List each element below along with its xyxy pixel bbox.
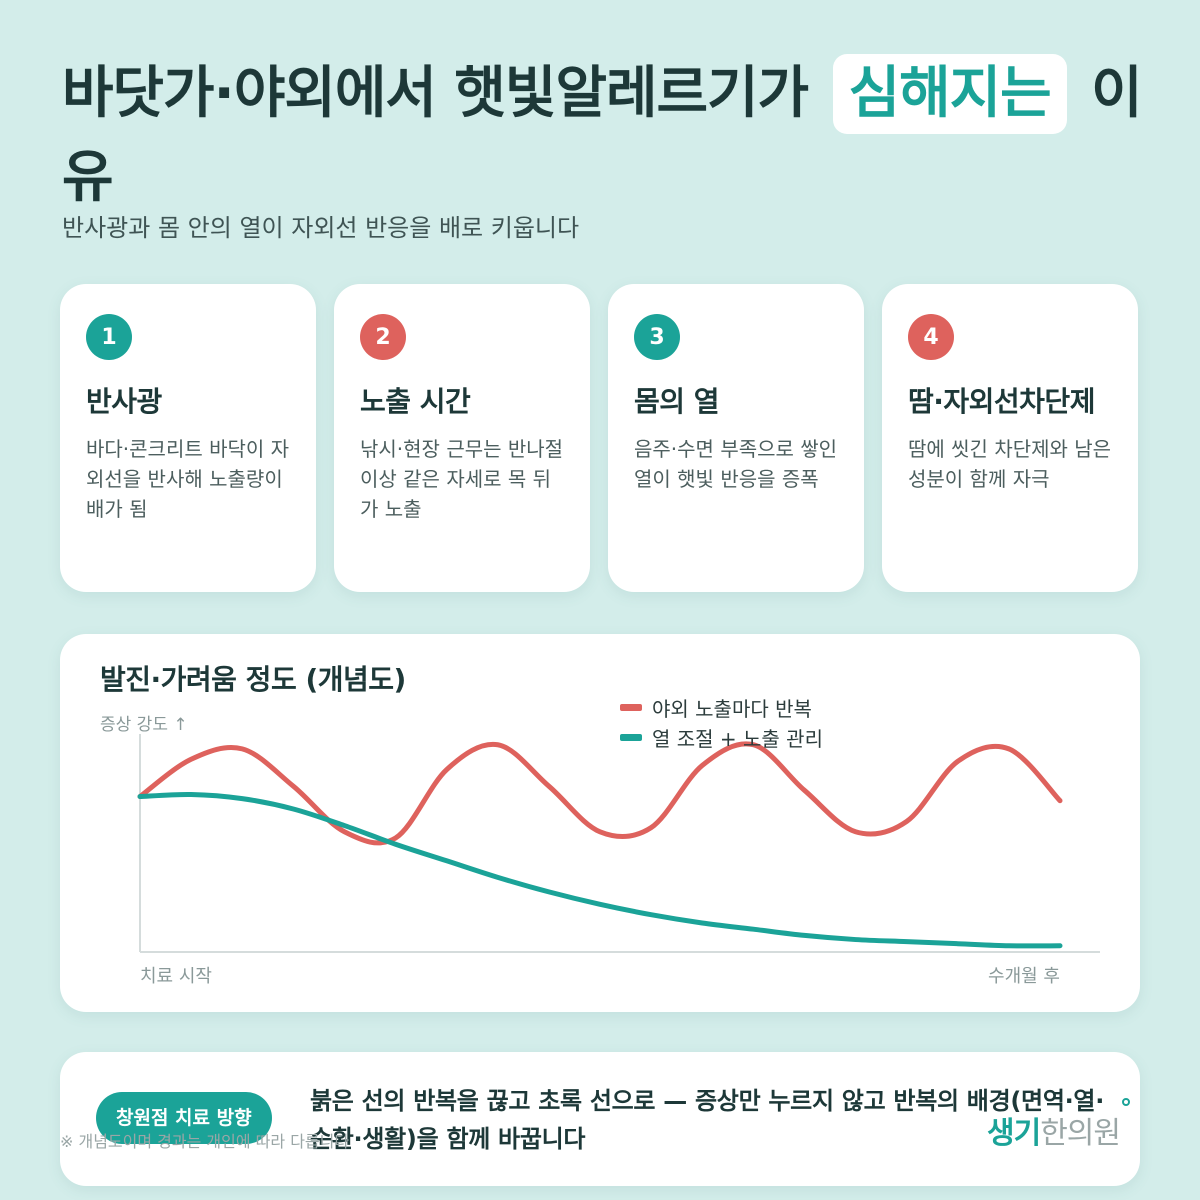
card-description: 바다·콘크리트 바닥이 자외선을 반사해 노출량이 배가 됨 xyxy=(86,437,290,521)
card-number-badge: 2 xyxy=(360,314,406,360)
legend-item-repeat: 야외 노출마다 반복 xyxy=(620,692,823,722)
symptom-chart xyxy=(137,734,1100,953)
card-sweat-sunscreen: 4 땀·자외선차단제 땀에 씻긴 차단제와 남은 성분이 함께 자극 xyxy=(882,284,1138,592)
y-axis-label: 증상 강도 ↑ xyxy=(100,715,188,735)
card-reflection: 1 반사광 바다·콘크리트 바닥이 자외선을 반사해 노출량이 배가 됨 xyxy=(60,284,316,592)
card-number-badge: 4 xyxy=(908,314,954,360)
legend-swatch-teal xyxy=(620,733,642,741)
logo-dot-icon xyxy=(1122,1098,1130,1106)
logo-text-b: 한의원 xyxy=(1040,1116,1121,1151)
card-body-heat: 3 몸의 열 음주·수면 부족으로 쌓인 열이 햇빛 반응을 증폭 xyxy=(608,284,864,592)
logo-text-a: 생기 xyxy=(986,1116,1041,1151)
series-line-repeat-exposure xyxy=(137,741,1063,846)
card-title: 몸의 열 xyxy=(634,385,720,418)
page-subtitle: 반사광과 몸 안의 열이 자외선 반응을 배로 키웁니다 xyxy=(62,214,580,242)
x-axis-end-label: 수개월 후 xyxy=(988,966,1060,987)
series-line-heat-management xyxy=(137,791,1063,949)
card-exposure-time: 2 노출 시간 낚시·현장 근무는 반나절 이상 같은 자세로 목 뒤가 노출 xyxy=(334,284,590,592)
title-text: 바닷가·야외에서 햇빛알레르기가 xyxy=(62,61,809,126)
page-title: 바닷가·야외에서 햇빛알레르기가 심해지는 이유 xyxy=(62,52,1143,220)
card-description: 땀에 씻긴 차단제와 남은 성분이 함께 자극 xyxy=(908,437,1112,491)
card-title: 땀·자외선차단제 xyxy=(908,385,1095,418)
treatment-text: 붉은 선의 반복을 끊고 초록 선으로 — 증상만 누르지 않고 반복의 배경(… xyxy=(310,1087,1105,1153)
chart-card: 발진·가려움 정도 (개념도) 증상 강도 ↑ 치료 시작 수개월 후 야외 노… xyxy=(60,634,1140,1012)
title-text-end: 이유 xyxy=(62,61,1143,210)
card-description: 낚시·현장 근무는 반나절 이상 같은 자세로 목 뒤가 노출 xyxy=(360,437,564,521)
title-highlight: 심해지는 xyxy=(832,54,1067,134)
card-description: 음주·수면 부족으로 쌓인 열이 햇빛 반응을 증폭 xyxy=(634,437,838,491)
legend-swatch-red xyxy=(620,703,642,711)
treatment-badge: 창원점 치료 방향 xyxy=(96,1092,272,1144)
treatment-card: 창원점 치료 방향 붉은 선의 반복을 끊고 초록 선으로 — 증상만 누르지 … xyxy=(60,1052,1140,1186)
x-axis-start-label: 치료 시작 xyxy=(140,966,212,987)
card-number-badge: 1 xyxy=(86,314,132,360)
card-title: 노출 시간 xyxy=(360,385,471,418)
disclaimer-note: ※ 개념도이며 경과는 개인에 따라 다릅니다 xyxy=(60,1132,350,1151)
legend-label: 열 조절 + 노출 관리 xyxy=(652,726,823,751)
card-number-badge: 3 xyxy=(634,314,680,360)
legend-label: 야외 노출마다 반복 xyxy=(652,696,812,721)
chart-legend: 야외 노출마다 반복 열 조절 + 노출 관리 xyxy=(620,692,823,752)
legend-item-manage: 열 조절 + 노출 관리 xyxy=(620,722,823,752)
clinic-logo: 생기한의원 xyxy=(986,1098,1130,1152)
chart-title: 발진·가려움 정도 (개념도) xyxy=(100,663,406,696)
card-title: 반사광 xyxy=(86,385,162,418)
